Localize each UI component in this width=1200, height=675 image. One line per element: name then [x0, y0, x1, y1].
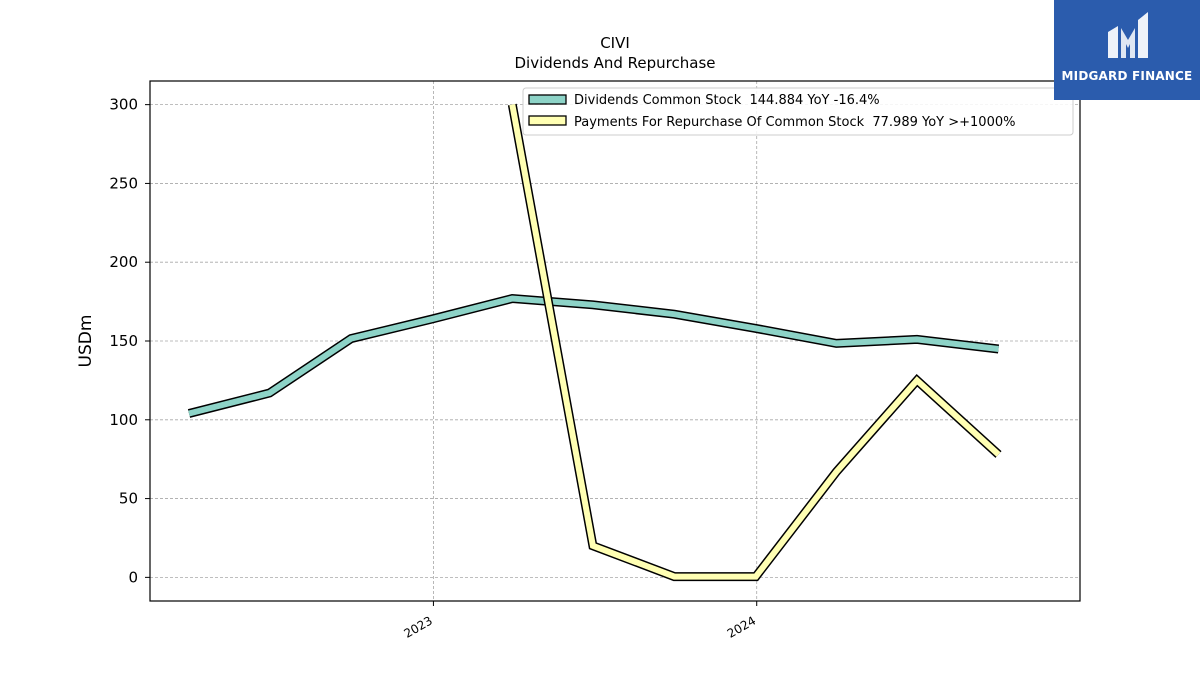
brand-logo: MIDGARD FINANCE: [1054, 0, 1200, 100]
legend: Dividends Common Stock 144.884 YoY -16.4…: [522, 87, 1074, 136]
legend-swatch-dividends: [528, 94, 567, 105]
legend-label-repurchase: Payments For Repurchase Of Common Stock …: [574, 115, 1015, 130]
y-tick-label: 300: [109, 96, 138, 114]
chart-subtitle: Dividends And Repurchase: [514, 54, 715, 72]
legend-label-dividends: Dividends Common Stock 144.884 YoY -16.4…: [574, 93, 880, 108]
series-line-1: [509, 104, 1001, 580]
y-tick-label: 250: [109, 174, 138, 192]
series-line-0: [188, 295, 999, 417]
chart-title: CIVI: [600, 34, 630, 52]
brand-name: MIDGARD FINANCE: [1061, 69, 1193, 83]
x-tick-label: 2024: [725, 613, 758, 640]
y-tick-label: 0: [128, 568, 138, 586]
series-outline-0: [187, 293, 1000, 418]
legend-box: [522, 87, 1074, 136]
midgard-logo-icon: [1108, 12, 1148, 58]
legend-swatch-repurchase: [528, 115, 567, 126]
y-axis-label: USDm: [76, 315, 96, 368]
series-lines: [187, 103, 1002, 582]
y-axis: 0 50 100 150 200 250 300: [109, 96, 150, 586]
y-tick-label: 150: [109, 332, 138, 350]
y-tick-label: 50: [119, 490, 138, 508]
grid: [150, 81, 1080, 601]
y-tick-label: 200: [109, 253, 138, 271]
x-tick-label: 2023: [401, 613, 434, 640]
y-tick-label: 100: [109, 411, 138, 429]
x-axis: 2023 2024: [401, 601, 758, 641]
